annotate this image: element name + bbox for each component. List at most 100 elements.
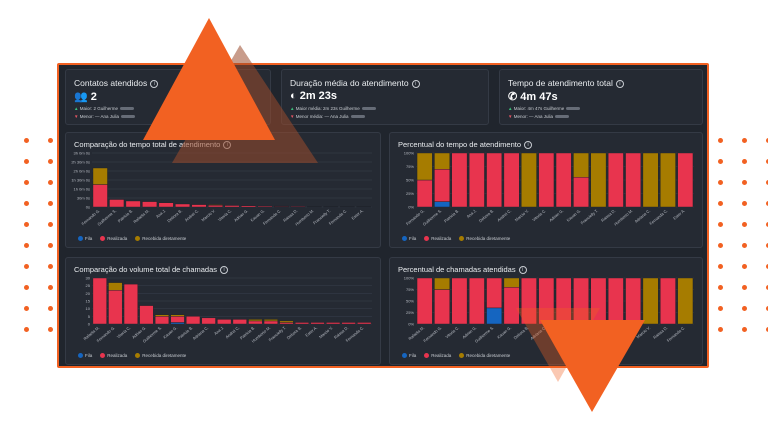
bar-segment[interactable]: [434, 152, 450, 170]
bar-segment[interactable]: [158, 202, 174, 208]
bar-segment[interactable]: [503, 152, 520, 208]
info-icon[interactable]: i: [220, 266, 228, 275]
info-icon[interactable]: i: [524, 141, 532, 150]
bar-segment[interactable]: [186, 316, 201, 325]
bar-segment[interactable]: [486, 152, 503, 208]
bar-segment[interactable]: [486, 307, 503, 325]
bar-segment[interactable]: [451, 277, 468, 325]
bar-segment[interactable]: [170, 314, 185, 317]
bar-segment[interactable]: [310, 322, 325, 325]
bar-segment[interactable]: [590, 277, 607, 325]
bar-segment[interactable]: [224, 205, 240, 208]
bar-segment[interactable]: [175, 203, 191, 208]
bar-segment[interactable]: [139, 305, 154, 325]
bar-segment[interactable]: [486, 277, 503, 309]
bar-segment[interactable]: [590, 152, 607, 208]
bar-segment[interactable]: [434, 277, 450, 290]
bar-segment[interactable]: [607, 277, 624, 325]
bar-segment[interactable]: [451, 152, 468, 208]
bar-segment[interactable]: [468, 277, 485, 325]
bar-segment[interactable]: [625, 152, 642, 208]
bar-segment[interactable]: [416, 179, 433, 208]
bar-segment[interactable]: [142, 201, 158, 208]
bar-segment[interactable]: [573, 277, 589, 325]
bar-segment[interactable]: [357, 322, 372, 325]
bar-segment[interactable]: [521, 277, 537, 325]
bar-segment[interactable]: [434, 289, 450, 325]
bar-segment[interactable]: [326, 322, 341, 325]
dot: [24, 243, 29, 248]
bar-segment[interactable]: [109, 199, 125, 208]
info-icon[interactable]: i: [615, 79, 624, 88]
bar-segment[interactable]: [416, 277, 433, 325]
bar-segment[interactable]: [503, 287, 520, 325]
bar-segment[interactable]: [248, 319, 263, 322]
x-tick-label: Adrian G.: [461, 325, 477, 340]
bar-segment[interactable]: [677, 152, 694, 208]
info-icon[interactable]: i: [150, 79, 159, 88]
bar-segment[interactable]: [279, 322, 294, 325]
bar-segment[interactable]: [191, 204, 207, 208]
bar-segment[interactable]: [201, 317, 216, 325]
bar-segment[interactable]: [434, 201, 450, 208]
bar-segment[interactable]: [521, 152, 537, 208]
info-icon[interactable]: i: [518, 266, 527, 275]
bar-segment[interactable]: [263, 319, 278, 322]
legend-item[interactable]: Fila: [402, 236, 416, 241]
bar-segment[interactable]: [503, 277, 520, 288]
legend-item[interactable]: Fila: [78, 353, 92, 358]
legend-item[interactable]: Realizada: [424, 236, 451, 241]
legend-item[interactable]: Fila: [78, 236, 92, 241]
bar-segment[interactable]: [232, 319, 247, 325]
bar-segment[interactable]: [642, 277, 659, 325]
bar-segment[interactable]: [92, 277, 107, 325]
bar-segment[interactable]: [257, 205, 273, 208]
bar-segment[interactable]: [625, 277, 642, 325]
bar-segment[interactable]: [555, 152, 572, 208]
bar-segment[interactable]: [290, 206, 306, 208]
bar-segment[interactable]: [294, 322, 310, 325]
bar-segment[interactable]: [538, 152, 555, 208]
legend-item[interactable]: Realizada: [424, 353, 451, 358]
bar-segment[interactable]: [677, 277, 694, 325]
legend-item[interactable]: Fila: [402, 353, 416, 358]
legend-item[interactable]: Recebida diretamente: [459, 236, 510, 241]
bar-segment[interactable]: [154, 316, 170, 325]
bar-segment[interactable]: [416, 152, 433, 181]
bar-segment[interactable]: [660, 277, 676, 325]
bar-segment[interactable]: [279, 320, 294, 323]
bar-segment[interactable]: [538, 277, 555, 325]
bar-segment[interactable]: [108, 282, 123, 291]
bar-segment[interactable]: [573, 177, 589, 208]
bar-segment[interactable]: [208, 204, 223, 206]
bar-segment[interactable]: [108, 290, 123, 325]
legend-item[interactable]: Realizada: [100, 236, 127, 241]
bar-segment[interactable]: [642, 152, 659, 208]
info-icon[interactable]: i: [411, 79, 420, 88]
bar-segment[interactable]: [170, 316, 185, 323]
bar-segment[interactable]: [208, 204, 223, 208]
legend-item[interactable]: Recebida diretamente: [459, 353, 510, 358]
bar-segment[interactable]: [341, 322, 356, 325]
bar-segment[interactable]: [241, 205, 256, 208]
bar-segment[interactable]: [607, 152, 624, 208]
bar-segment[interactable]: [125, 200, 141, 208]
bar-segment[interactable]: [248, 320, 263, 325]
legend-item[interactable]: Recebida diretamente: [135, 353, 186, 358]
bar-segment[interactable]: [660, 152, 676, 208]
bar-segment[interactable]: [92, 167, 108, 185]
bar-segment[interactable]: [170, 322, 185, 325]
bar-segment[interactable]: [573, 152, 589, 178]
bar-segment[interactable]: [434, 169, 450, 202]
bar-segment[interactable]: [555, 277, 572, 325]
bar-segment[interactable]: [123, 283, 138, 325]
dot: [718, 159, 723, 164]
legend-item[interactable]: Recebida diretamente: [135, 236, 186, 241]
legend-item[interactable]: Realizada: [100, 353, 127, 358]
y-tick-label: 0: [88, 322, 91, 327]
bar-segment[interactable]: [217, 319, 232, 325]
bar-segment[interactable]: [92, 184, 108, 208]
bar-segment[interactable]: [468, 152, 485, 208]
bar-segment[interactable]: [263, 320, 278, 325]
bar-segment[interactable]: [154, 314, 170, 317]
